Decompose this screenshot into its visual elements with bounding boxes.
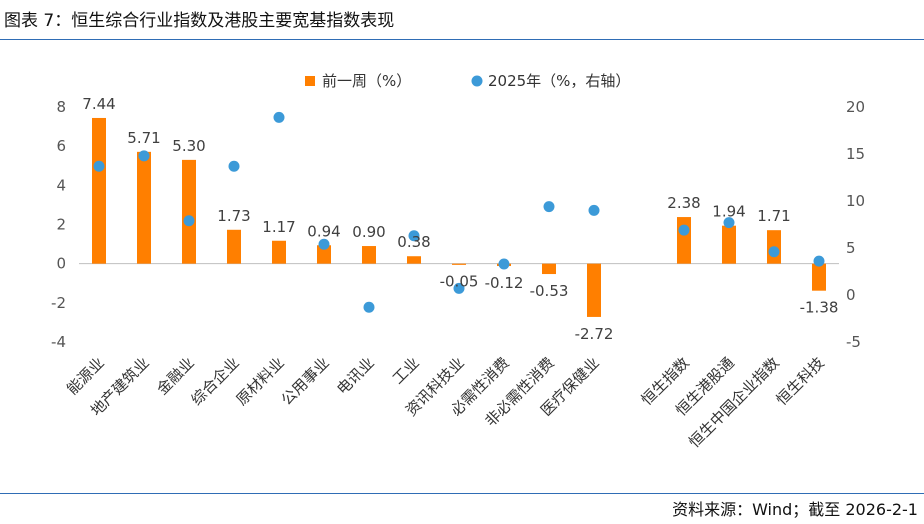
title-rule xyxy=(0,39,924,40)
dot xyxy=(138,150,150,162)
y-left-tick-label: -4 xyxy=(51,333,66,351)
bar xyxy=(362,246,376,264)
dot xyxy=(363,301,375,313)
bar-data-label: 7.44 xyxy=(82,95,115,113)
bar-data-label: 1.94 xyxy=(712,203,745,221)
bar-data-label: 1.73 xyxy=(217,207,250,225)
dot xyxy=(813,255,825,267)
bar xyxy=(272,240,286,264)
dot xyxy=(498,258,510,270)
y-right-tick-label: 15 xyxy=(846,145,865,163)
dot xyxy=(93,160,105,172)
y-left-tick-label: 0 xyxy=(56,255,66,273)
legend-dot-label: 2025年（%，右轴） xyxy=(488,72,630,90)
dot xyxy=(273,111,285,123)
dot-series xyxy=(93,111,825,313)
y-left-tick-label: 4 xyxy=(56,176,66,194)
bar-data-label: 5.30 xyxy=(172,137,205,155)
bar-data-label: -0.05 xyxy=(440,273,479,291)
bar xyxy=(227,229,241,264)
footer-rule xyxy=(0,493,924,494)
bar xyxy=(182,159,196,264)
y-left-tick-label: 2 xyxy=(56,216,66,234)
bar xyxy=(722,225,736,264)
x-category-label: 综合企业 xyxy=(188,354,243,409)
y-right-tick-label: 5 xyxy=(846,239,856,257)
legend: 前一周（%） 2025年（%，右轴） xyxy=(305,72,630,90)
bar xyxy=(812,263,826,291)
bar-data-label: -2.72 xyxy=(575,325,614,343)
y-right-tick-label: 20 xyxy=(846,98,865,116)
bar-data-label: -1.38 xyxy=(800,299,839,317)
bar-data-label: 5.71 xyxy=(127,129,160,147)
bar xyxy=(587,263,601,317)
legend-dot-swatch xyxy=(471,75,483,87)
x-category-label: 工业 xyxy=(389,354,423,388)
source-note: 资料来源：Wind；截至 2026-2-1 xyxy=(672,500,918,519)
dot xyxy=(768,246,780,258)
bar xyxy=(542,263,556,275)
dot xyxy=(228,160,240,172)
dot xyxy=(588,204,600,216)
bar xyxy=(677,217,691,264)
dot xyxy=(453,282,465,294)
bar-series xyxy=(92,117,826,317)
dot xyxy=(543,201,555,213)
x-category-label: 恒生科技 xyxy=(773,354,828,409)
bar-data-label: 2.38 xyxy=(667,194,700,212)
y-right-tick-label: 0 xyxy=(846,286,856,304)
x-category-label: 原材料业 xyxy=(233,354,288,409)
bar-data-label: 1.71 xyxy=(757,207,790,225)
y-left-tick-label: 6 xyxy=(56,137,66,155)
bar-data-label: 0.94 xyxy=(307,222,340,240)
y-right-tick-label: -5 xyxy=(846,333,861,351)
bar xyxy=(452,263,466,265)
bar-data-label: 0.90 xyxy=(352,223,385,241)
dot xyxy=(678,224,690,236)
bar xyxy=(137,151,151,264)
legend-bar-swatch xyxy=(305,76,315,86)
bar-data-label: -0.12 xyxy=(485,274,524,292)
data-labels: 7.44 5.71 5.30 1.73 1.17 0.94 0.90 0.38 -0.05 -0.… xyxy=(82,95,838,343)
bar-data-label: 0.38 xyxy=(397,233,430,251)
bar xyxy=(317,245,331,264)
y-left-tick-label: 8 xyxy=(56,98,66,116)
chart-title: 图表 7：恒生综合行业指数及港股主要宽基指数表现 xyxy=(4,11,395,31)
x-category-label: 公用事业 xyxy=(278,354,333,409)
bar-data-label: 1.17 xyxy=(262,218,295,236)
x-category-label: 电讯业 xyxy=(333,354,378,399)
y-right-tick-label: 10 xyxy=(846,192,865,210)
dot xyxy=(183,215,195,227)
legend-bar-label: 前一周（%） xyxy=(322,72,411,90)
dot xyxy=(408,230,420,242)
dot xyxy=(723,217,735,229)
dot xyxy=(318,238,330,250)
bar-data-label: -0.53 xyxy=(530,282,569,300)
bar xyxy=(92,117,106,264)
bar xyxy=(407,256,421,264)
y-left-tick-label: -2 xyxy=(51,294,66,312)
